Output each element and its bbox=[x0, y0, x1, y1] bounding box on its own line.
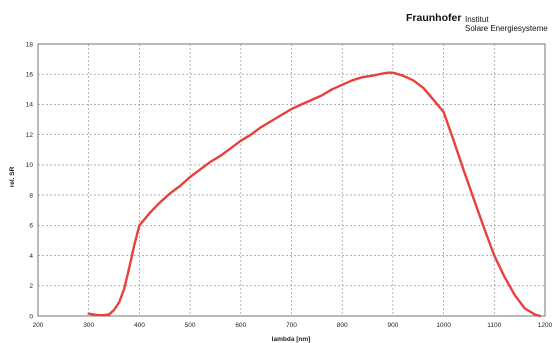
x-tick-label: 1100 bbox=[487, 322, 501, 329]
y-tick-label: 2 bbox=[29, 283, 33, 290]
x-tick-label: 200 bbox=[33, 322, 44, 329]
y-tick-label: 12 bbox=[26, 132, 34, 139]
y-tick-labels: 0 2 4 6 8 10 12 14 16 18 bbox=[26, 41, 34, 320]
y-axis-label: rel. SR bbox=[9, 166, 16, 187]
series-line-0 bbox=[87, 71, 542, 318]
x-tick-label: 800 bbox=[337, 322, 348, 329]
y-tick-label: 8 bbox=[29, 192, 33, 199]
series-layer bbox=[87, 71, 542, 318]
y-tick-label: 18 bbox=[26, 41, 34, 48]
x-tick-label: 400 bbox=[134, 322, 145, 329]
logo-brand: Fraunhofer bbox=[406, 12, 462, 24]
x-tick-label: 1200 bbox=[538, 322, 553, 329]
plot-frame bbox=[37, 43, 546, 317]
fraunhofer-logo: Fraunhofer Institut Solare Energiesystem… bbox=[406, 9, 556, 43]
x-tick-label: 600 bbox=[235, 322, 246, 329]
y-tick-label: 0 bbox=[29, 313, 33, 320]
grid-lines bbox=[38, 44, 545, 316]
x-tick-label: 1000 bbox=[436, 322, 451, 329]
y-tick-label: 10 bbox=[26, 162, 34, 169]
x-tick-label: 700 bbox=[286, 322, 297, 329]
logo-institute-line2: Solare Energiesysteme bbox=[465, 24, 548, 33]
x-tick-label: 300 bbox=[83, 322, 94, 329]
y-tick-label: 4 bbox=[29, 253, 33, 260]
y-tick-label: 6 bbox=[29, 223, 33, 230]
x-tick-label: 900 bbox=[387, 322, 398, 329]
y-tick-label: 16 bbox=[26, 72, 34, 79]
x-axis-label: lambda [nm] bbox=[272, 336, 311, 343]
y-tick-label: 14 bbox=[26, 102, 34, 109]
x-tick-label: 500 bbox=[185, 322, 196, 329]
logo-institute-line1: Institut bbox=[465, 15, 489, 24]
x-tick-labels: 200 300 400 500 600 700 800 900 1000 1100 1200 bbox=[33, 322, 553, 329]
